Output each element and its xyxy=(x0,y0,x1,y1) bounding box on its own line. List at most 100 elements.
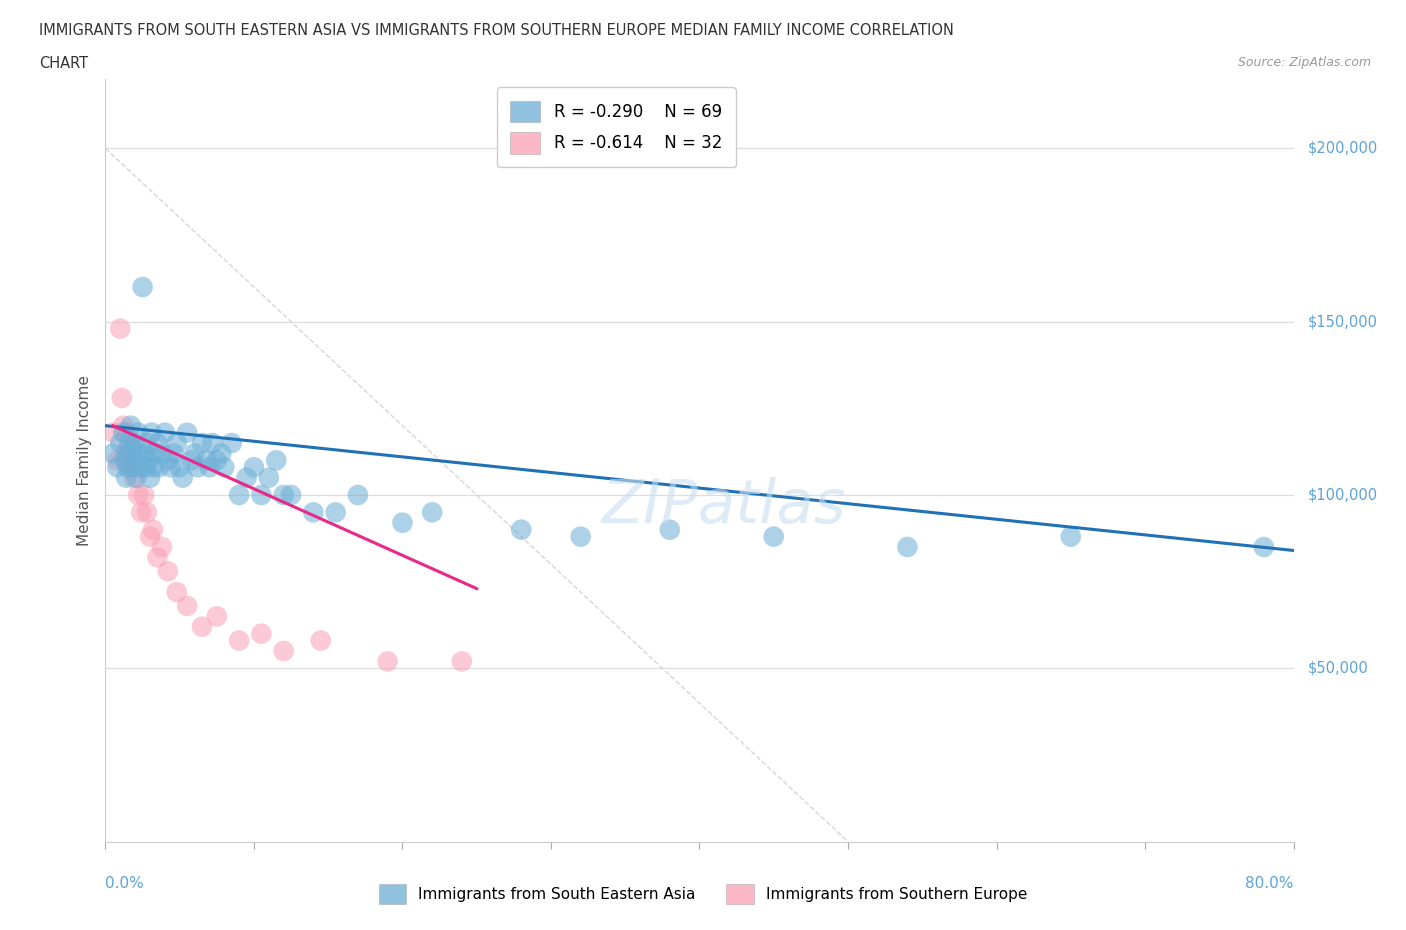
Point xyxy=(156,564,179,578)
Point xyxy=(121,443,143,458)
Point xyxy=(127,487,149,502)
Point xyxy=(129,505,152,520)
Point xyxy=(1253,539,1275,554)
Point xyxy=(129,459,152,474)
Text: CHART: CHART xyxy=(39,56,89,71)
Point xyxy=(186,459,208,474)
Point xyxy=(191,435,214,450)
Point xyxy=(150,539,173,554)
Point xyxy=(112,425,135,440)
Point xyxy=(169,459,191,474)
Point xyxy=(120,459,142,474)
Point xyxy=(110,435,132,450)
Point xyxy=(205,453,228,468)
Text: Source: ZipAtlas.com: Source: ZipAtlas.com xyxy=(1237,56,1371,69)
Point xyxy=(128,446,150,461)
Point xyxy=(101,446,124,461)
Point xyxy=(569,529,592,544)
Point xyxy=(124,459,146,474)
Point xyxy=(139,529,162,544)
Point xyxy=(120,418,142,433)
Point xyxy=(153,425,176,440)
Point xyxy=(114,453,136,468)
Point xyxy=(450,654,472,669)
Point xyxy=(214,459,236,474)
Point xyxy=(156,453,179,468)
Point xyxy=(228,633,250,648)
Point xyxy=(243,459,266,474)
Point xyxy=(112,418,135,433)
Point xyxy=(896,539,918,554)
Text: ZIPatlas: ZIPatlas xyxy=(600,476,845,536)
Point xyxy=(195,453,218,468)
Point xyxy=(124,453,146,468)
Point xyxy=(135,459,157,474)
Point xyxy=(131,280,153,295)
Point xyxy=(302,505,325,520)
Text: 80.0%: 80.0% xyxy=(1246,876,1294,891)
Text: $50,000: $50,000 xyxy=(1308,661,1368,676)
Point xyxy=(198,459,221,474)
Point xyxy=(142,523,165,538)
Point xyxy=(273,487,295,502)
Point xyxy=(391,515,413,530)
Point xyxy=(132,487,155,502)
Point xyxy=(146,550,169,565)
Point xyxy=(377,654,399,669)
Point xyxy=(228,487,250,502)
Point xyxy=(420,505,443,520)
Point xyxy=(118,435,141,450)
Point xyxy=(141,425,163,440)
Point xyxy=(159,459,181,474)
Point xyxy=(142,459,165,474)
Point xyxy=(132,446,155,461)
Point xyxy=(125,471,148,485)
Point xyxy=(138,453,160,468)
Point xyxy=(136,505,159,520)
Point xyxy=(347,487,370,502)
Point xyxy=(166,435,188,450)
Point xyxy=(510,523,533,538)
Text: 0.0%: 0.0% xyxy=(105,876,145,891)
Point xyxy=(117,446,139,461)
Point xyxy=(762,529,785,544)
Point xyxy=(143,446,166,461)
Point xyxy=(117,453,139,468)
Point xyxy=(183,446,205,461)
Point xyxy=(117,459,139,474)
Point xyxy=(235,471,257,485)
Text: $150,000: $150,000 xyxy=(1308,314,1378,329)
Point xyxy=(124,435,146,450)
Point xyxy=(309,633,332,648)
Point xyxy=(166,585,188,600)
Point xyxy=(163,446,186,461)
Point xyxy=(111,391,134,405)
Point xyxy=(176,425,198,440)
Point xyxy=(110,321,132,336)
Point xyxy=(127,425,149,440)
Point xyxy=(209,446,232,461)
Point xyxy=(191,619,214,634)
Point xyxy=(250,626,273,641)
Text: $200,000: $200,000 xyxy=(1308,140,1378,156)
Point xyxy=(118,435,141,450)
Point xyxy=(201,435,224,450)
Point xyxy=(205,609,228,624)
Legend: Immigrants from South Eastern Asia, Immigrants from Southern Europe: Immigrants from South Eastern Asia, Immi… xyxy=(371,876,1035,911)
Point xyxy=(1060,529,1083,544)
Point xyxy=(139,471,162,485)
Text: IMMIGRANTS FROM SOUTH EASTERN ASIA VS IMMIGRANTS FROM SOUTHERN EUROPE MEDIAN FAM: IMMIGRANTS FROM SOUTH EASTERN ASIA VS IM… xyxy=(39,23,955,38)
Point xyxy=(101,425,124,440)
Point xyxy=(136,435,159,450)
Y-axis label: Median Family Income: Median Family Income xyxy=(76,375,91,546)
Point xyxy=(257,471,280,485)
Point xyxy=(221,435,243,450)
Point xyxy=(105,459,128,474)
Point xyxy=(148,459,170,474)
Point xyxy=(121,446,143,461)
Point xyxy=(115,425,138,440)
Point xyxy=(658,523,681,538)
Point xyxy=(146,435,169,450)
Point xyxy=(325,505,347,520)
Point xyxy=(180,453,202,468)
